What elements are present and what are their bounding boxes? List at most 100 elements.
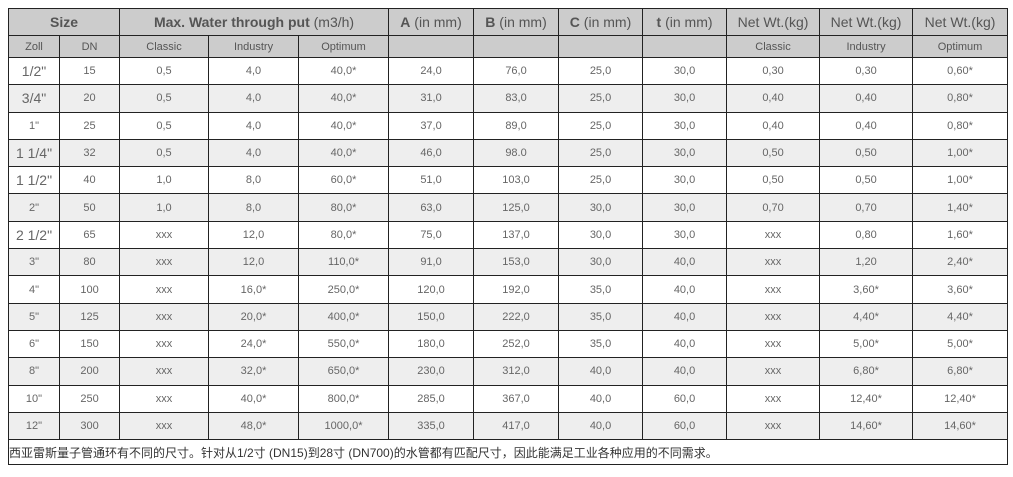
weight-header: Net Wt.(kg) bbox=[819, 8, 914, 36]
table-cell: 12,0 bbox=[208, 248, 300, 277]
table-cell: 0,40 bbox=[819, 111, 914, 140]
table-cell: 30,0 bbox=[558, 220, 644, 250]
table-cell: 20,0* bbox=[208, 302, 300, 331]
table-cell: xxx bbox=[119, 357, 210, 386]
table-cell: 0,5 bbox=[119, 56, 210, 86]
table-cell: 40,0 bbox=[558, 411, 644, 441]
table-cell: 4,40* bbox=[912, 302, 1009, 331]
table-cell: xxx bbox=[726, 275, 821, 304]
table-cell: 2,40* bbox=[912, 248, 1009, 277]
table-cell: xxx bbox=[726, 248, 821, 277]
table-row: 1 1/4" 32 0,5 4,0 40,0* 46,0 98.0 25,0 30,0 0,50 0… bbox=[8, 138, 1009, 168]
table-cell: 4,0 bbox=[208, 111, 300, 140]
table-cell: 32 bbox=[58, 138, 121, 168]
table-row: 4" 100 xxx 16,0* 250,0* 120,0 192,0 35,0 40,0 xxx… bbox=[8, 275, 1009, 304]
table-cell: 30,0 bbox=[642, 84, 728, 113]
table-cell: 367,0 bbox=[473, 384, 560, 413]
wt-optimum-header: Optimum bbox=[912, 35, 1009, 58]
table-cell: 300 bbox=[58, 411, 121, 441]
table-cell: 230,0 bbox=[388, 357, 475, 386]
table-cell: 0,30 bbox=[819, 56, 914, 86]
table-cell: 30,0 bbox=[642, 166, 728, 195]
empty-header bbox=[388, 35, 475, 58]
table-cell: xxx bbox=[119, 220, 210, 250]
table-cell: 4,0 bbox=[208, 56, 300, 86]
table-cell: 222,0 bbox=[473, 302, 560, 331]
table-cell: 252,0 bbox=[473, 329, 560, 359]
table-cell: 125,0 bbox=[473, 193, 560, 222]
table-cell: 1000,0* bbox=[298, 411, 390, 441]
table-cell: 30,0 bbox=[642, 220, 728, 250]
table-cell: 0,50 bbox=[819, 166, 914, 195]
table-cell: 51,0 bbox=[388, 166, 475, 195]
table-cell: 1,00* bbox=[912, 138, 1009, 168]
size-specification-table: Size Max. Water through put (m3/h) A (in… bbox=[7, 8, 1009, 466]
table-cell: 12" bbox=[8, 411, 60, 441]
table-cell: 60,0 bbox=[642, 384, 728, 413]
table-cell: 8,0 bbox=[208, 193, 300, 222]
header-row: Size Max. Water through put (m3/h) A (in… bbox=[7, 8, 1009, 36]
table-cell: 800,0* bbox=[298, 384, 390, 413]
table-cell: 40,0* bbox=[208, 384, 300, 413]
table-cell: 12,0 bbox=[208, 220, 300, 250]
table-cell: 35,0 bbox=[558, 329, 644, 359]
table-cell: 250 bbox=[58, 384, 121, 413]
table-cell: 8" bbox=[8, 357, 60, 386]
table-cell: 5" bbox=[8, 302, 60, 331]
table-cell: xxx bbox=[119, 248, 210, 277]
table-cell: 550,0* bbox=[298, 329, 390, 359]
table-row: 2" 50 1,0 8,0 80,0* 63,0 125,0 30,0 30,0 0,70 0,70… bbox=[8, 193, 1009, 222]
table-cell: 6,80* bbox=[819, 357, 914, 386]
table-cell: 3,60* bbox=[819, 275, 914, 304]
table-cell: 6,80* bbox=[912, 357, 1009, 386]
table-cell: 0,80* bbox=[912, 111, 1009, 140]
table-cell: 16,0* bbox=[208, 275, 300, 304]
table-cell: 15 bbox=[58, 56, 121, 86]
table-cell: 192,0 bbox=[473, 275, 560, 304]
empty-header bbox=[642, 35, 728, 58]
table-row: 10" 250 xxx 40,0* 800,0* 285,0 367,0 40,0 60,0 xx… bbox=[8, 384, 1009, 413]
table-cell: 40,0 bbox=[558, 357, 644, 386]
table-cell: 0,30 bbox=[726, 56, 821, 86]
table-cell: 35,0 bbox=[558, 275, 644, 304]
table-cell: 40 bbox=[58, 166, 121, 195]
table-cell: 25,0 bbox=[558, 56, 644, 86]
table-cell: 12,40* bbox=[819, 384, 914, 413]
table-cell: 335,0 bbox=[388, 411, 475, 441]
table-cell: 1,40* bbox=[912, 193, 1009, 222]
table-cell: 1" bbox=[8, 111, 60, 140]
table-cell: 0,40 bbox=[726, 84, 821, 113]
dn-header: DN bbox=[58, 35, 121, 58]
table-cell: 180,0 bbox=[388, 329, 475, 359]
table-cell: 400,0* bbox=[298, 302, 390, 331]
table-cell: 75,0 bbox=[388, 220, 475, 250]
table-cell: 30,0 bbox=[558, 248, 644, 277]
t-header: t (in mm) bbox=[642, 8, 728, 36]
table-cell: 31,0 bbox=[388, 84, 475, 113]
table-cell: xxx bbox=[119, 302, 210, 331]
classic-header: Classic bbox=[119, 35, 210, 58]
table-cell: 80,0* bbox=[298, 220, 390, 250]
empty-header bbox=[558, 35, 644, 58]
table-cell: xxx bbox=[119, 329, 210, 359]
table-cell: 0,50 bbox=[726, 138, 821, 168]
table-cell: 2" bbox=[8, 193, 60, 222]
table-cell: 4" bbox=[8, 275, 60, 304]
a-header: A (in mm) bbox=[388, 8, 475, 36]
b-header: B (in mm) bbox=[473, 8, 560, 36]
table-cell: 91,0 bbox=[388, 248, 475, 277]
table-cell: 0,80* bbox=[912, 84, 1009, 113]
table-cell: 1,60* bbox=[912, 220, 1009, 250]
table-cell: 65 bbox=[58, 220, 121, 250]
table-cell: 40,0 bbox=[558, 384, 644, 413]
size-header: Size bbox=[7, 8, 121, 36]
table-cell: xxx bbox=[726, 220, 821, 250]
table-row: 1 1/2" 40 1,0 8,0 60,0* 51,0 103,0 25,0 30,0 0,50… bbox=[8, 166, 1009, 195]
table-cell: xxx bbox=[726, 302, 821, 331]
weight-header: Net Wt.(kg) bbox=[726, 8, 821, 36]
table-cell: 46,0 bbox=[388, 138, 475, 168]
table-cell: 1,0 bbox=[119, 166, 210, 195]
c-header: C (in mm) bbox=[558, 8, 644, 36]
table-cell: 3/4" bbox=[8, 84, 60, 113]
table-cell: 1/2" bbox=[8, 56, 60, 86]
